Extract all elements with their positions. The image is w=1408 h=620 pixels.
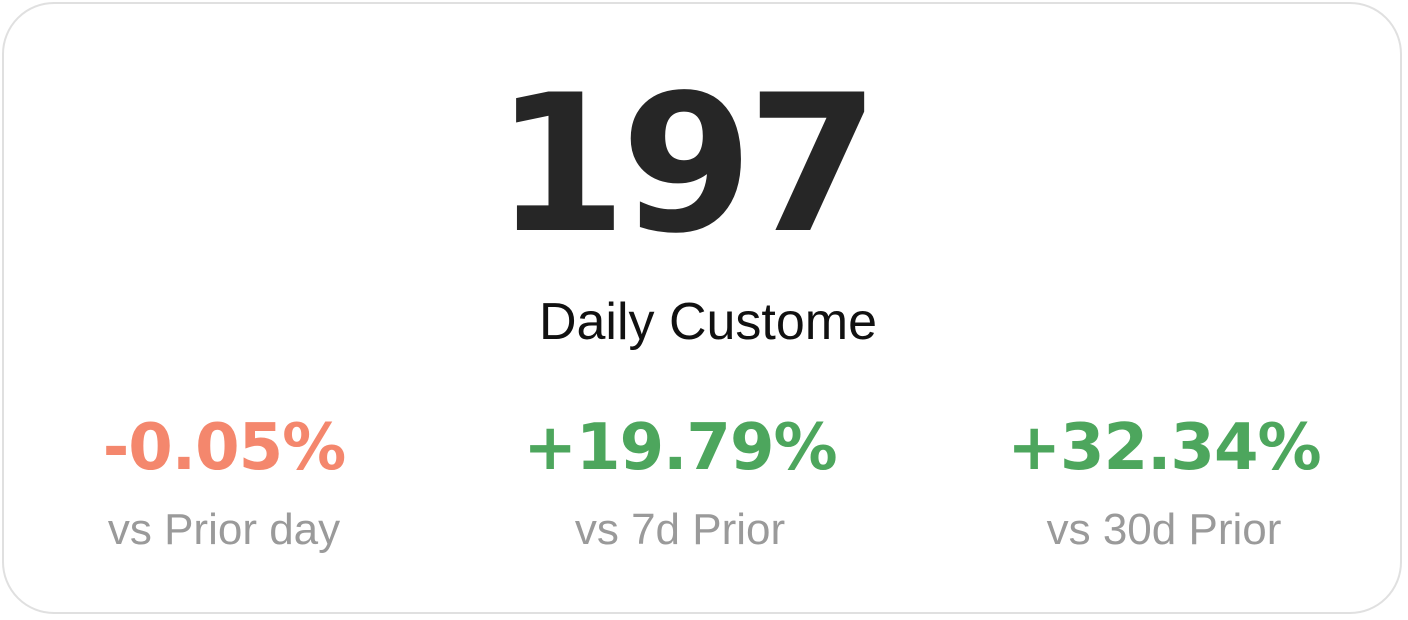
kpi-label: Daily Custome — [538, 293, 878, 351]
comparison-value: -0.05% — [102, 411, 347, 485]
comparison-7d-prior: +19.79% vs 7d Prior — [460, 416, 900, 552]
comparison-caption: vs 7d Prior — [574, 505, 786, 554]
kpi-value: 197 — [494, 54, 880, 275]
comparison-caption: vs Prior day — [107, 505, 341, 554]
comparison-prior-day: -0.05% vs Prior day — [4, 416, 444, 552]
comparison-value: +19.79% — [523, 411, 837, 485]
comparison-value: +32.34% — [1007, 411, 1321, 485]
comparison-caption: vs 30d Prior — [1046, 505, 1282, 554]
comparison-30d-prior: +32.34% vs 30d Prior — [944, 416, 1384, 552]
